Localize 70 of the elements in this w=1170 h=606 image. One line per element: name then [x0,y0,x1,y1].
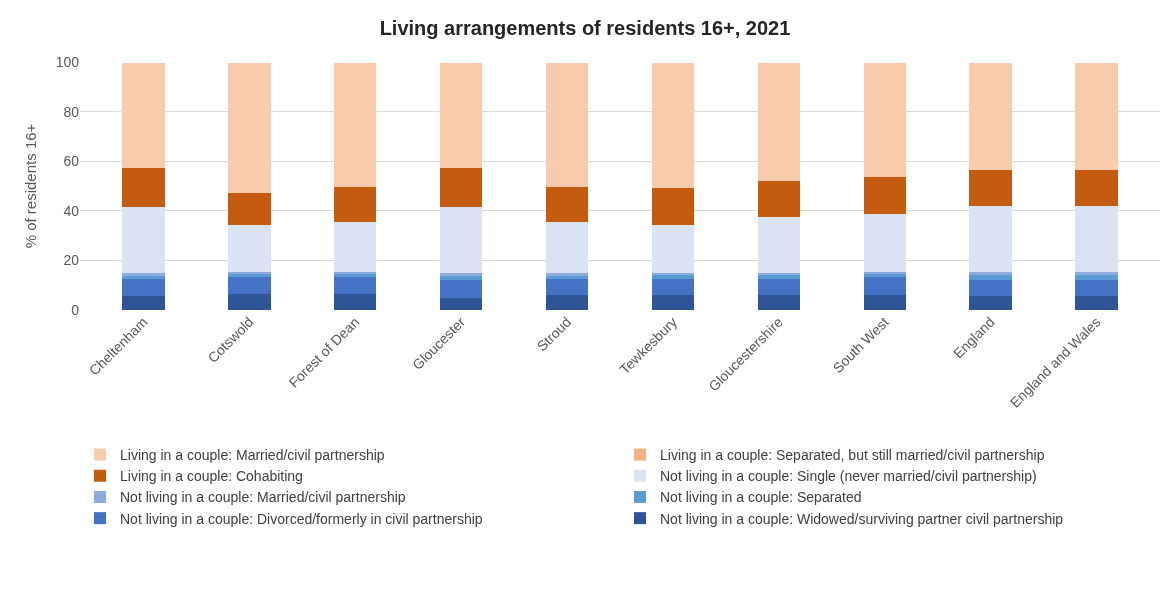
bar [1075,275,1118,280]
y-tick-label: 80 [63,103,80,120]
bar [651,187,695,225]
bar [1075,169,1118,206]
bar [440,62,483,169]
bar [228,193,271,225]
bar [757,62,800,182]
legend-label: Not living in a couple: Divorced/formerly in civil partnership [120,510,483,527]
bar [334,221,377,272]
bar [228,276,271,294]
bar [757,181,800,217]
bar [969,275,1012,280]
bar [969,296,1012,310]
bar [969,62,1012,170]
bar [863,62,906,177]
bar [122,278,165,297]
bar [122,207,165,274]
bar [440,279,483,299]
bar [334,293,377,310]
y-axis-title: % of residents 16+ [21,123,39,249]
legend-label: Living in a couple: Separated, but still married/civil partnership [660,447,1045,464]
bar [440,272,483,276]
bar [545,278,589,296]
chart-title: Living arrangements of residents 16+, 2021 [379,17,791,40]
bar [440,207,483,273]
bar [863,294,906,310]
bar [969,279,1012,297]
bar [1075,279,1118,297]
bar [545,221,589,274]
bar [651,294,695,310]
bar [1075,62,1118,170]
legend-label: Not living in a couple: Single (never married/civil partnership) [660,468,1037,485]
bar [440,298,483,310]
legend-label: Living in a couple: Married/civil partnership [120,447,385,464]
legend-label: Living in a couple: Cohabiting [120,468,303,485]
bar [122,168,165,208]
bar [440,275,483,280]
bar [334,186,377,222]
legend-label: Not living in a couple: Separated [660,489,862,506]
bar [863,176,906,214]
bar [757,217,800,273]
bar [651,62,695,188]
bar [863,213,906,272]
bar [757,278,800,295]
bar [545,295,589,310]
bar [1075,296,1118,310]
bar [969,169,1012,206]
y-tick-label: 40 [63,202,80,219]
bar [122,296,165,310]
bar [228,62,271,194]
bar [969,205,1012,272]
bar [651,278,695,295]
bar [122,62,165,169]
bar [440,168,483,208]
y-tick-label: 100 [55,53,80,70]
bar [334,62,377,187]
legend-label: Not living in a couple: Married/civil partnership [120,489,406,506]
bar [545,186,589,222]
legend-label: Not living in a couple: Widowed/surviving partner civil partnership [660,510,1064,527]
bar [545,62,589,187]
y-tick-label: 60 [63,153,80,170]
y-tick-label: 20 [63,252,80,269]
bar [228,293,271,310]
bar [651,224,695,273]
bar [334,277,377,294]
bar [863,276,906,295]
y-tick-label: 0 [71,301,80,318]
bar [1075,205,1118,272]
bar [228,224,271,272]
bar [757,294,800,310]
